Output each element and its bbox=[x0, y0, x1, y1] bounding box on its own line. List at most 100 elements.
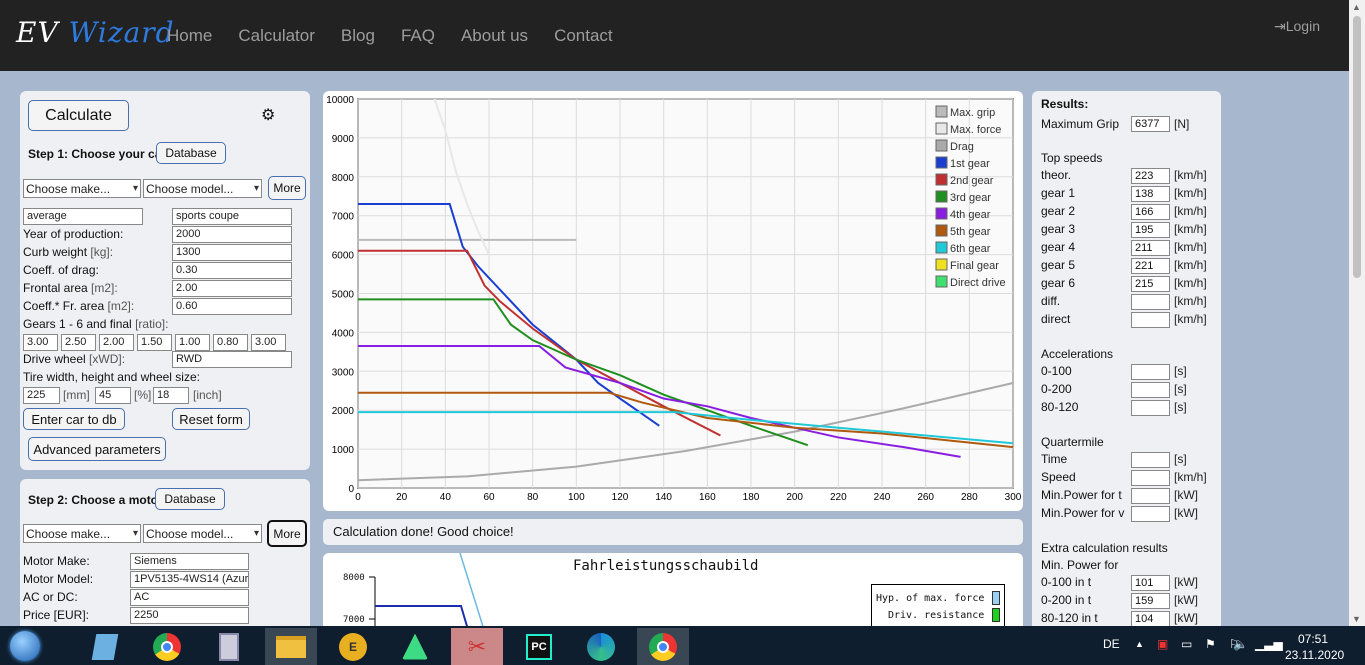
gear-5-field[interactable]: 1.00 bbox=[175, 334, 210, 351]
wheel-size-field[interactable]: 18 bbox=[153, 387, 189, 404]
taskbar-snipping-icon[interactable]: ✂ bbox=[451, 628, 503, 665]
max-grip-field[interactable]: 6377 bbox=[1131, 116, 1170, 132]
acceleration-field[interactable] bbox=[1131, 364, 1170, 380]
quartermile-field[interactable] bbox=[1131, 506, 1170, 522]
quartermile-field[interactable] bbox=[1131, 488, 1170, 504]
calculate-button[interactable]: Calculate bbox=[28, 100, 129, 131]
tray-signal-icon[interactable]: ▁▃▅ bbox=[1255, 637, 1283, 651]
nav-blog[interactable]: Blog bbox=[340, 26, 375, 45]
advanced-parameters-button[interactable]: Advanced parameters bbox=[28, 437, 166, 461]
legend-swatch bbox=[935, 122, 948, 135]
legend-label: 5th gear bbox=[950, 226, 991, 238]
login-link[interactable]: ⇥Login bbox=[1274, 18, 1320, 34]
final-gear-field[interactable]: 3.00 bbox=[251, 334, 286, 351]
top-speed-field[interactable]: 138 bbox=[1131, 186, 1170, 202]
price-field[interactable]: 2250 bbox=[130, 607, 249, 624]
quartermile-field[interactable] bbox=[1131, 452, 1170, 468]
taskbar-chrome-active-icon[interactable] bbox=[637, 628, 689, 665]
taskbar-chrome-icon[interactable] bbox=[141, 628, 193, 665]
motor-panel: Step 2: Choose a motor! Database Choose … bbox=[20, 479, 310, 639]
language-indicator[interactable]: DE bbox=[1103, 637, 1120, 651]
frontal-area-field[interactable]: 2.00 bbox=[172, 280, 292, 297]
nav-home[interactable]: Home bbox=[167, 26, 213, 45]
gear-2-field[interactable]: 2.50 bbox=[61, 334, 96, 351]
min-power-field[interactable]: 101 bbox=[1131, 575, 1170, 591]
clock-time[interactable]: 07:51 bbox=[1298, 632, 1329, 646]
x-tick-label: 80 bbox=[527, 492, 539, 503]
car-model-select[interactable]: Choose model... bbox=[143, 179, 262, 198]
car-more-button[interactable]: More bbox=[268, 176, 306, 200]
tray-device-icon[interactable]: ▭ bbox=[1181, 637, 1193, 651]
min-power-field[interactable]: 159 bbox=[1131, 593, 1170, 609]
nav-calculator[interactable]: Calculator bbox=[238, 26, 315, 45]
quartermile-field[interactable] bbox=[1131, 470, 1170, 486]
taskbar-explorer-icon[interactable] bbox=[265, 628, 317, 665]
tray-flag-icon[interactable]: ⚐ bbox=[1229, 637, 1240, 651]
taskbar-pycharm-icon[interactable]: PC bbox=[513, 628, 565, 665]
scroll-thumb[interactable] bbox=[1353, 16, 1361, 278]
page-scrollbar[interactable]: ▲ ▼ bbox=[1349, 0, 1365, 626]
gear-4-field[interactable]: 1.50 bbox=[137, 334, 172, 351]
reset-form-button[interactable]: Reset form bbox=[172, 408, 250, 430]
tire-width-unit: [mm] bbox=[63, 388, 90, 402]
top-speed-field[interactable]: 211 bbox=[1131, 240, 1170, 256]
taskbar-ie-icon[interactable]: E bbox=[327, 628, 379, 665]
acceleration-field[interactable] bbox=[1131, 382, 1170, 398]
taskbar-edge-icon[interactable] bbox=[575, 628, 627, 665]
car-class-field[interactable]: average bbox=[23, 208, 143, 225]
top-speeds-title: Top speeds bbox=[1041, 151, 1103, 165]
taskbar-android-studio-icon[interactable] bbox=[389, 628, 441, 665]
tray-network-icon[interactable]: ⚑ bbox=[1205, 637, 1216, 651]
nav-faq[interactable]: FAQ bbox=[400, 26, 435, 45]
taskbar-calculator-icon[interactable] bbox=[203, 628, 255, 665]
scroll-up-icon[interactable]: ▲ bbox=[1352, 2, 1361, 12]
acceleration-label: 80-120 bbox=[1041, 400, 1079, 414]
nav-contact[interactable]: Contact bbox=[554, 26, 613, 45]
motor-make-select[interactable]: Choose make... bbox=[23, 524, 141, 543]
top-speed-field[interactable]: 223 bbox=[1131, 168, 1170, 184]
gear-1-field[interactable]: 3.00 bbox=[23, 334, 58, 351]
year-field[interactable]: 2000 bbox=[172, 226, 292, 243]
quartermile-unit: [kW] bbox=[1174, 506, 1198, 520]
tire-width-field[interactable]: 225 bbox=[23, 387, 60, 404]
ac-dc-field[interactable]: AC bbox=[130, 589, 249, 606]
car-make-select[interactable]: Choose make... bbox=[23, 179, 141, 198]
min-power-field[interactable]: 104 bbox=[1131, 611, 1170, 627]
cfa-field[interactable]: 0.60 bbox=[172, 298, 292, 315]
gear-3-field[interactable]: 2.00 bbox=[99, 334, 134, 351]
car-database-button[interactable]: Database bbox=[156, 142, 226, 164]
tray-app-icon[interactable]: ▣ bbox=[1157, 637, 1169, 651]
motor-more-button[interactable]: More bbox=[267, 520, 307, 547]
tire-height-field[interactable]: 45 bbox=[95, 387, 131, 404]
scroll-down-icon[interactable]: ▼ bbox=[1352, 614, 1361, 624]
motor-make-field[interactable]: Siemens bbox=[130, 553, 249, 570]
start-button[interactable] bbox=[5, 628, 45, 664]
enter-car-db-button[interactable]: Enter car to db bbox=[23, 408, 125, 430]
clock-date[interactable]: 23.11.2020 bbox=[1285, 648, 1345, 662]
tray-expand-icon[interactable]: ▲ bbox=[1135, 639, 1144, 649]
weight-field[interactable]: 1300 bbox=[172, 244, 292, 261]
x-tick-label: 300 bbox=[1005, 492, 1022, 503]
quartermile-label: Time bbox=[1041, 452, 1068, 466]
drive-wheel-field[interactable]: RWD bbox=[172, 351, 292, 368]
acceleration-field[interactable] bbox=[1131, 400, 1170, 416]
motor-model-field[interactable]: 1PV5135-4WS14 (Azur bbox=[130, 571, 249, 588]
top-speed-field[interactable]: 195 bbox=[1131, 222, 1170, 238]
performance-chart-plot bbox=[369, 553, 486, 633]
top-speed-field[interactable]: 221 bbox=[1131, 258, 1170, 274]
motor-database-button[interactable]: Database bbox=[155, 488, 225, 510]
gear-icon[interactable]: ⚙ bbox=[261, 107, 276, 124]
nav-about[interactable]: About us bbox=[460, 26, 529, 45]
drag-coeff-field[interactable]: 0.30 bbox=[172, 262, 292, 279]
top-speed-field[interactable] bbox=[1131, 294, 1170, 310]
taskbar-notes-icon[interactable] bbox=[79, 628, 131, 665]
top-speed-unit: [km/h] bbox=[1174, 186, 1207, 200]
gear-6-field[interactable]: 0.80 bbox=[213, 334, 248, 351]
tray-volume-icon[interactable]: 🔈 bbox=[1233, 637, 1248, 651]
motor-model-select[interactable]: Choose model... bbox=[143, 524, 262, 543]
top-speed-field[interactable] bbox=[1131, 312, 1170, 328]
brand-logo[interactable]: EV Wizard bbox=[16, 16, 175, 49]
top-speed-field[interactable]: 166 bbox=[1131, 204, 1170, 220]
top-speed-field[interactable]: 215 bbox=[1131, 276, 1170, 292]
car-body-field[interactable]: sports coupe bbox=[172, 208, 292, 225]
